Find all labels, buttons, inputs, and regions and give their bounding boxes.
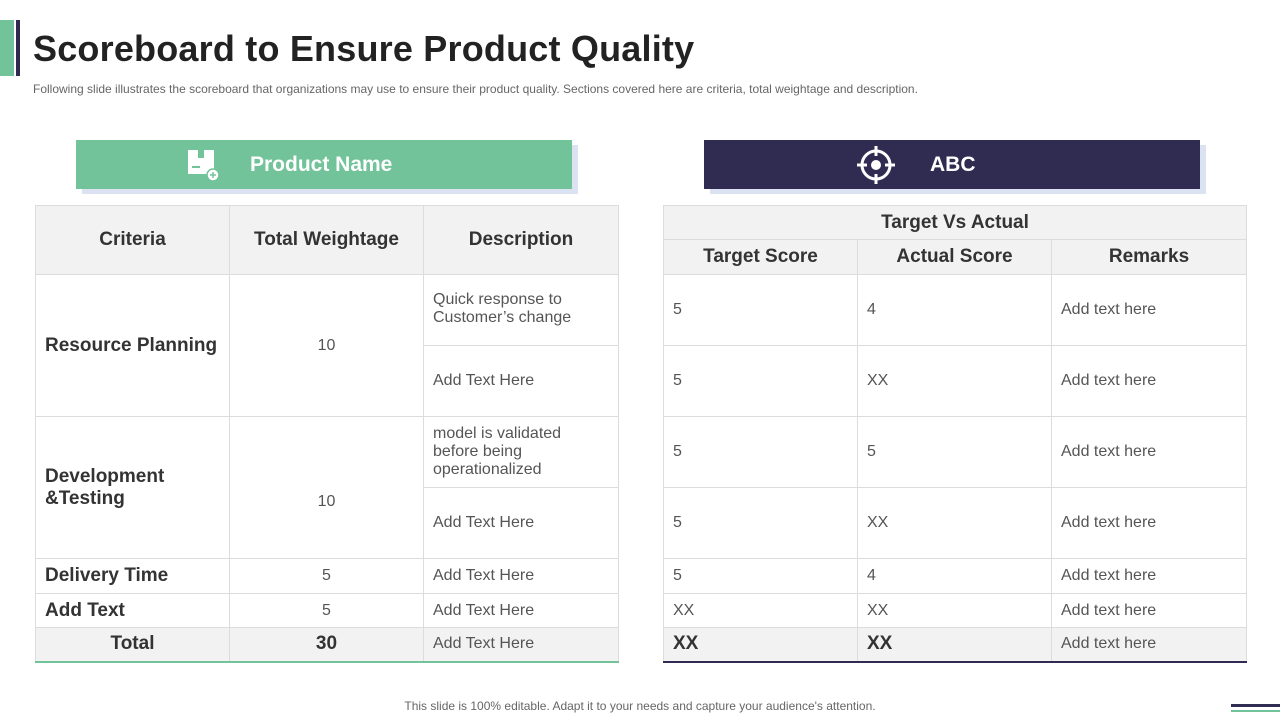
target-icon <box>857 146 895 184</box>
total-description: Add Text Here <box>423 627 619 662</box>
total-weightage: 30 <box>229 627 424 662</box>
total-weightage-header: Total Weightage <box>229 205 424 275</box>
actual-score-cell: 4 <box>857 274 1052 346</box>
actual-score-cell: 4 <box>857 558 1052 594</box>
weightage-cell: 10 <box>229 416 424 559</box>
actual-score-cell: XX <box>857 345 1052 417</box>
remarks-cell: Add text here <box>1051 558 1247 594</box>
target-score-cell: 5 <box>663 487 858 559</box>
target-vs-actual-header: Target Vs Actual <box>663 205 1247 240</box>
total-target-score: XX <box>663 627 858 662</box>
total-remarks: Add text here <box>1051 627 1247 662</box>
total-label: Total <box>35 627 230 662</box>
product-name-banner: Product Name <box>76 140 572 189</box>
remarks-cell: Add text here <box>1051 487 1247 559</box>
criteria-cell: Add Text <box>35 593 230 628</box>
product-name-label: Product Name <box>250 153 393 176</box>
actual-score-cell: XX <box>857 593 1052 628</box>
actual-score-cell: 5 <box>857 416 1052 488</box>
remarks-cell: Add text here <box>1051 593 1247 628</box>
description-cell: Add Text Here <box>423 593 619 628</box>
target-score-cell: 5 <box>663 274 858 346</box>
abc-banner: ABC <box>704 140 1200 189</box>
criteria-cell: Development &Testing <box>35 416 230 559</box>
target-score-cell: 5 <box>663 345 858 417</box>
criteria-header: Criteria <box>35 205 230 275</box>
weightage-cell: 10 <box>229 274 424 417</box>
actual-score-cell: XX <box>857 487 1052 559</box>
remarks-header: Remarks <box>1051 239 1247 275</box>
page-title: Scoreboard to Ensure Product Quality <box>33 28 695 69</box>
corner-accent-navy <box>1231 704 1280 707</box>
criteria-table: Criteria Total Weightage Description Res… <box>35 205 619 663</box>
description-cell: Add Text Here <box>423 487 619 559</box>
description-cell: Add Text Here <box>423 558 619 594</box>
remarks-cell: Add text here <box>1051 345 1247 417</box>
weightage-cell: 5 <box>229 593 424 628</box>
total-actual-score: XX <box>857 627 1052 662</box>
abc-label: ABC <box>930 153 976 176</box>
title-accent-green <box>0 20 14 76</box>
description-header: Description <box>423 205 619 275</box>
remarks-cell: Add text here <box>1051 416 1247 488</box>
target-score-cell: 5 <box>663 558 858 594</box>
footer-note: This slide is 100% editable. Adapt it to… <box>404 699 876 713</box>
criteria-cell: Resource Planning <box>35 274 230 417</box>
weightage-cell: 5 <box>229 558 424 594</box>
target-vs-actual-table: Target Vs Actual Target Score Actual Sco… <box>663 205 1247 663</box>
remarks-cell: Add text here <box>1051 274 1247 346</box>
criteria-cell: Delivery Time <box>35 558 230 594</box>
description-cell: Add Text Here <box>423 345 619 417</box>
corner-accent-green <box>1231 710 1280 712</box>
package-icon <box>188 150 220 182</box>
target-score-cell: XX <box>663 593 858 628</box>
actual-score-header: Actual Score <box>857 239 1052 275</box>
description-cell: model is validated before being operatio… <box>423 416 619 488</box>
title-accent-navy <box>16 20 20 76</box>
target-score-header: Target Score <box>663 239 858 275</box>
page-subtitle: Following slide illustrates the scoreboa… <box>33 82 918 96</box>
target-score-cell: 5 <box>663 416 858 488</box>
description-cell: Quick response to Customer’s change <box>423 274 619 346</box>
